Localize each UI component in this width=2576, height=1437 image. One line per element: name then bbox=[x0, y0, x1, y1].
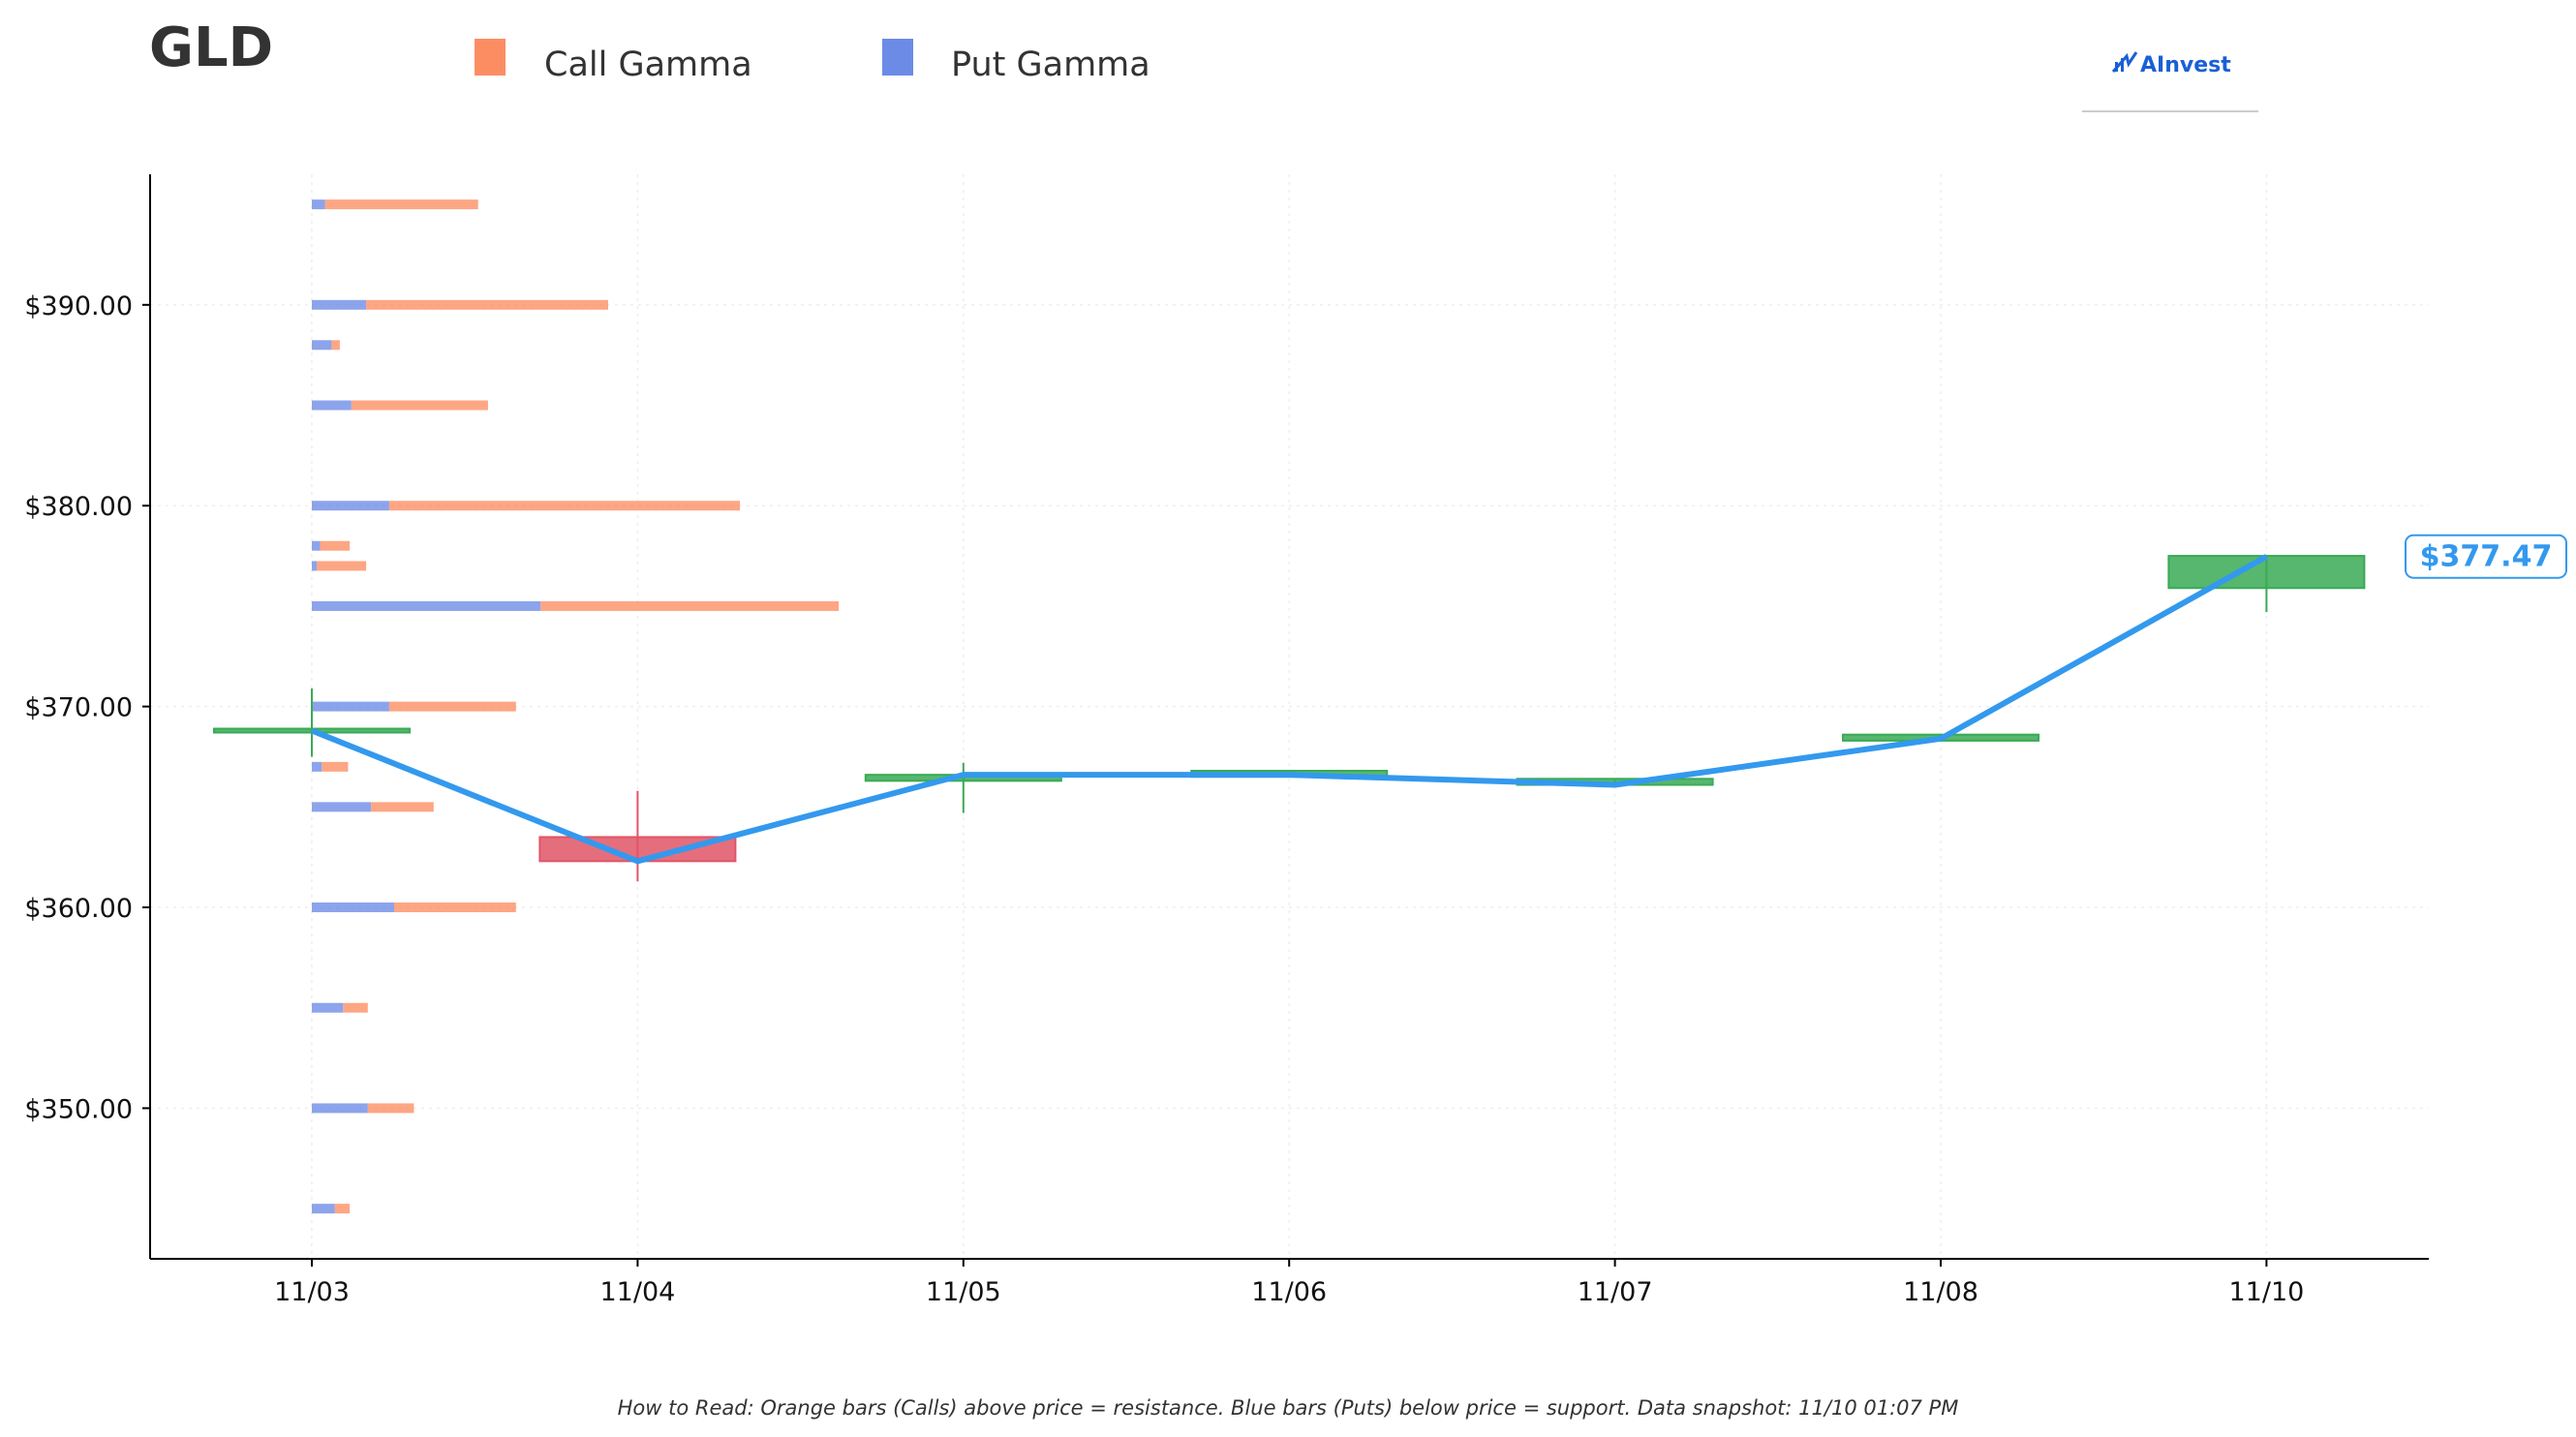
put-gamma-bar bbox=[312, 400, 352, 411]
current-price-tag: $377.47 bbox=[2405, 534, 2567, 579]
price-tag-box bbox=[2405, 534, 2567, 579]
x-tick-label: 11/05 bbox=[926, 1277, 1001, 1307]
gamma-bars bbox=[312, 199, 839, 1214]
call-gamma-bar bbox=[388, 701, 516, 712]
put-gamma-bar bbox=[312, 802, 372, 812]
call-gamma-bar bbox=[322, 761, 349, 772]
x-ticks: 11/03 11/04 11/05 11/06 11/07 11/08 11/10 bbox=[274, 1259, 2304, 1307]
ainvest-logo: AInvest bbox=[2082, 51, 2258, 112]
call-gamma-bar bbox=[394, 902, 516, 913]
put-gamma-bar bbox=[312, 199, 325, 210]
legend: Call Gamma Put Gamma bbox=[475, 39, 1150, 84]
x-tick-label: 11/10 bbox=[2228, 1277, 2304, 1307]
x-tick-label: 11/03 bbox=[274, 1277, 350, 1307]
x-tick-label: 11/08 bbox=[1903, 1277, 1978, 1307]
put-gamma-bar bbox=[312, 761, 322, 772]
call-gamma-bar bbox=[351, 400, 488, 411]
legend-put-label: Put Gamma bbox=[951, 46, 1150, 84]
logo-bar-icon bbox=[2121, 58, 2124, 72]
price-line bbox=[310, 554, 2268, 865]
x-tick-label: 11/04 bbox=[599, 1277, 675, 1307]
chart-title: GLD bbox=[149, 16, 273, 79]
price-tag-label: $377.47 bbox=[2420, 540, 2553, 574]
put-gamma-bar bbox=[312, 1002, 344, 1013]
put-gamma-bar bbox=[312, 701, 389, 712]
y-tick-label: $360.00 bbox=[24, 894, 133, 924]
y-tick-label: $380.00 bbox=[24, 492, 133, 522]
y-tick-label: $350.00 bbox=[24, 1094, 133, 1124]
footer-note: How to Read: Orange bars (Calls) above p… bbox=[618, 1396, 1959, 1420]
logo-bar-icon bbox=[2115, 62, 2118, 72]
call-gamma-bar bbox=[320, 540, 351, 551]
call-gamma-bar bbox=[366, 299, 608, 310]
candle-body bbox=[2167, 555, 2366, 590]
call-gamma-bar bbox=[324, 199, 478, 210]
y-tick-label: $390.00 bbox=[24, 291, 133, 321]
legend-call-swatch bbox=[475, 39, 506, 76]
call-gamma-bar bbox=[388, 501, 740, 511]
put-gamma-bar bbox=[312, 501, 389, 511]
put-gamma-bar bbox=[312, 299, 367, 310]
grid bbox=[150, 174, 2429, 1259]
put-gamma-bar bbox=[312, 340, 332, 351]
put-gamma-bar bbox=[312, 902, 394, 913]
put-gamma-bar bbox=[312, 1204, 335, 1214]
call-gamma-bar bbox=[317, 561, 367, 571]
x-tick-label: 11/06 bbox=[1251, 1277, 1327, 1307]
put-gamma-bar bbox=[312, 561, 318, 571]
put-gamma-bar bbox=[312, 1103, 368, 1114]
legend-put-swatch bbox=[882, 39, 913, 76]
call-gamma-bar bbox=[334, 1204, 351, 1214]
logo-text: AInvest bbox=[2140, 53, 2231, 77]
call-gamma-bar bbox=[367, 1103, 414, 1114]
call-gamma-bar bbox=[371, 802, 434, 812]
legend-call-label: Call Gamma bbox=[544, 46, 752, 84]
put-gamma-bar bbox=[312, 540, 321, 551]
call-gamma-bar bbox=[540, 600, 839, 611]
put-gamma-bar bbox=[312, 600, 541, 611]
y-ticks: $350.00 $360.00 $370.00 $380.00 $390.00 bbox=[24, 291, 150, 1124]
logo-arrow-icon bbox=[2111, 51, 2138, 73]
y-tick-label: $370.00 bbox=[24, 693, 133, 723]
call-gamma-bar bbox=[331, 340, 340, 351]
call-gamma-bar bbox=[343, 1002, 368, 1013]
x-tick-label: 11/07 bbox=[1578, 1277, 1653, 1307]
